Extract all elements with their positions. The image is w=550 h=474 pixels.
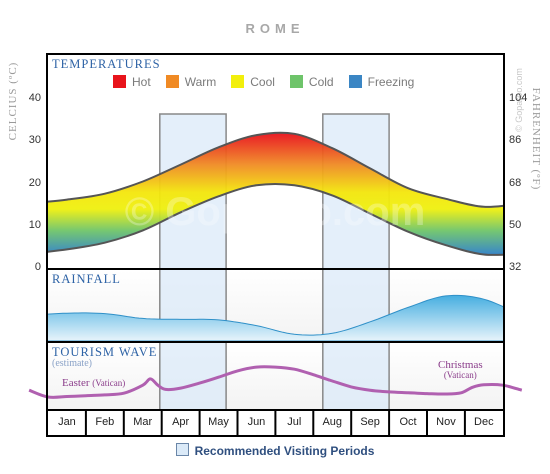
temperatures-label: TEMPERATURES xyxy=(52,57,161,71)
chart-title: ROME xyxy=(245,21,305,36)
month-label-jul: Jul xyxy=(287,416,302,428)
legend-text-freezing: Freezing xyxy=(367,75,415,89)
celsius-tick: 20 xyxy=(28,176,41,189)
celsius-tick: 0 xyxy=(34,261,41,273)
easter-text: Easter xyxy=(62,377,90,389)
rainfall-label: RAINFALL xyxy=(52,272,121,286)
legend-swatch-warm xyxy=(165,75,179,88)
legend-text-cool: Cool xyxy=(250,75,275,89)
recommended-legend: Recommended Visiting Periods xyxy=(0,443,550,458)
month-label-feb: Feb xyxy=(95,416,115,428)
tourism-estimate-label: (estimate) xyxy=(52,358,92,369)
month-label-sep: Sep xyxy=(360,416,380,428)
celsius-tick: 40 xyxy=(28,92,41,105)
month-label-jan: Jan xyxy=(58,416,76,428)
fahrenheit-tick: 104 xyxy=(509,92,528,105)
month-label-mar: Mar xyxy=(133,416,153,428)
legend-swatch-freezing xyxy=(348,75,362,88)
legend-item-cool: Cool xyxy=(231,75,275,89)
easter-label: Easter (Vatican) xyxy=(62,377,125,389)
celsius-tick: 10 xyxy=(28,218,41,231)
tourism-line xyxy=(28,365,523,399)
month-label-oct: Oct xyxy=(399,416,417,428)
month-label-aug: Aug xyxy=(322,416,343,428)
legend-item-warm: Warm xyxy=(165,75,217,89)
temperature-band xyxy=(48,132,503,255)
celsius-tick: 30 xyxy=(28,134,41,147)
recommended-legend-text: Recommended Visiting Periods xyxy=(194,444,375,458)
christmas-sub: (Vatican) xyxy=(443,370,477,380)
fahrenheit-tick: 86 xyxy=(509,134,522,147)
temperature-low-line xyxy=(48,182,503,256)
month-label-apr: Apr xyxy=(172,416,190,428)
month-label-may: May xyxy=(208,416,229,428)
christmas-text: Christmas xyxy=(438,359,483,371)
fahrenheit-tick: 50 xyxy=(509,218,522,231)
legend-item-freezing: Freezing xyxy=(348,75,415,89)
legend-swatch-hot xyxy=(113,75,126,88)
legend-text-warm: Warm xyxy=(184,75,217,89)
legend-text-hot: Hot xyxy=(132,75,151,89)
month-label-jun: Jun xyxy=(247,416,266,428)
temperature-high-line xyxy=(48,131,503,208)
fahrenheit-tick: 32 xyxy=(509,261,522,273)
legend-swatch-cool xyxy=(231,75,245,88)
month-label-nov: Nov xyxy=(436,416,456,428)
watermark-text: © Goparoo.com xyxy=(125,190,426,234)
easter-sub: (Vatican) xyxy=(92,378,126,388)
legend-swatch-cold xyxy=(289,75,303,88)
recommended-legend-swatch xyxy=(175,443,189,456)
legend-item-hot: Hot xyxy=(113,75,151,89)
fahrenheit-tick: 68 xyxy=(509,176,522,189)
legend-item-cold: Cold xyxy=(289,75,334,89)
month-dividers xyxy=(84,410,466,436)
month-label-dec: Dec xyxy=(474,416,494,428)
rainfall-area xyxy=(48,294,503,341)
christmas-label: Christmas (Vatican) xyxy=(438,359,483,380)
tourism-wave-label: TOURISM WAVE xyxy=(52,345,158,359)
legend-text-cold: Cold xyxy=(308,75,334,89)
temperature-legend: Hot Warm Cool Cold Freezing xyxy=(113,73,429,91)
